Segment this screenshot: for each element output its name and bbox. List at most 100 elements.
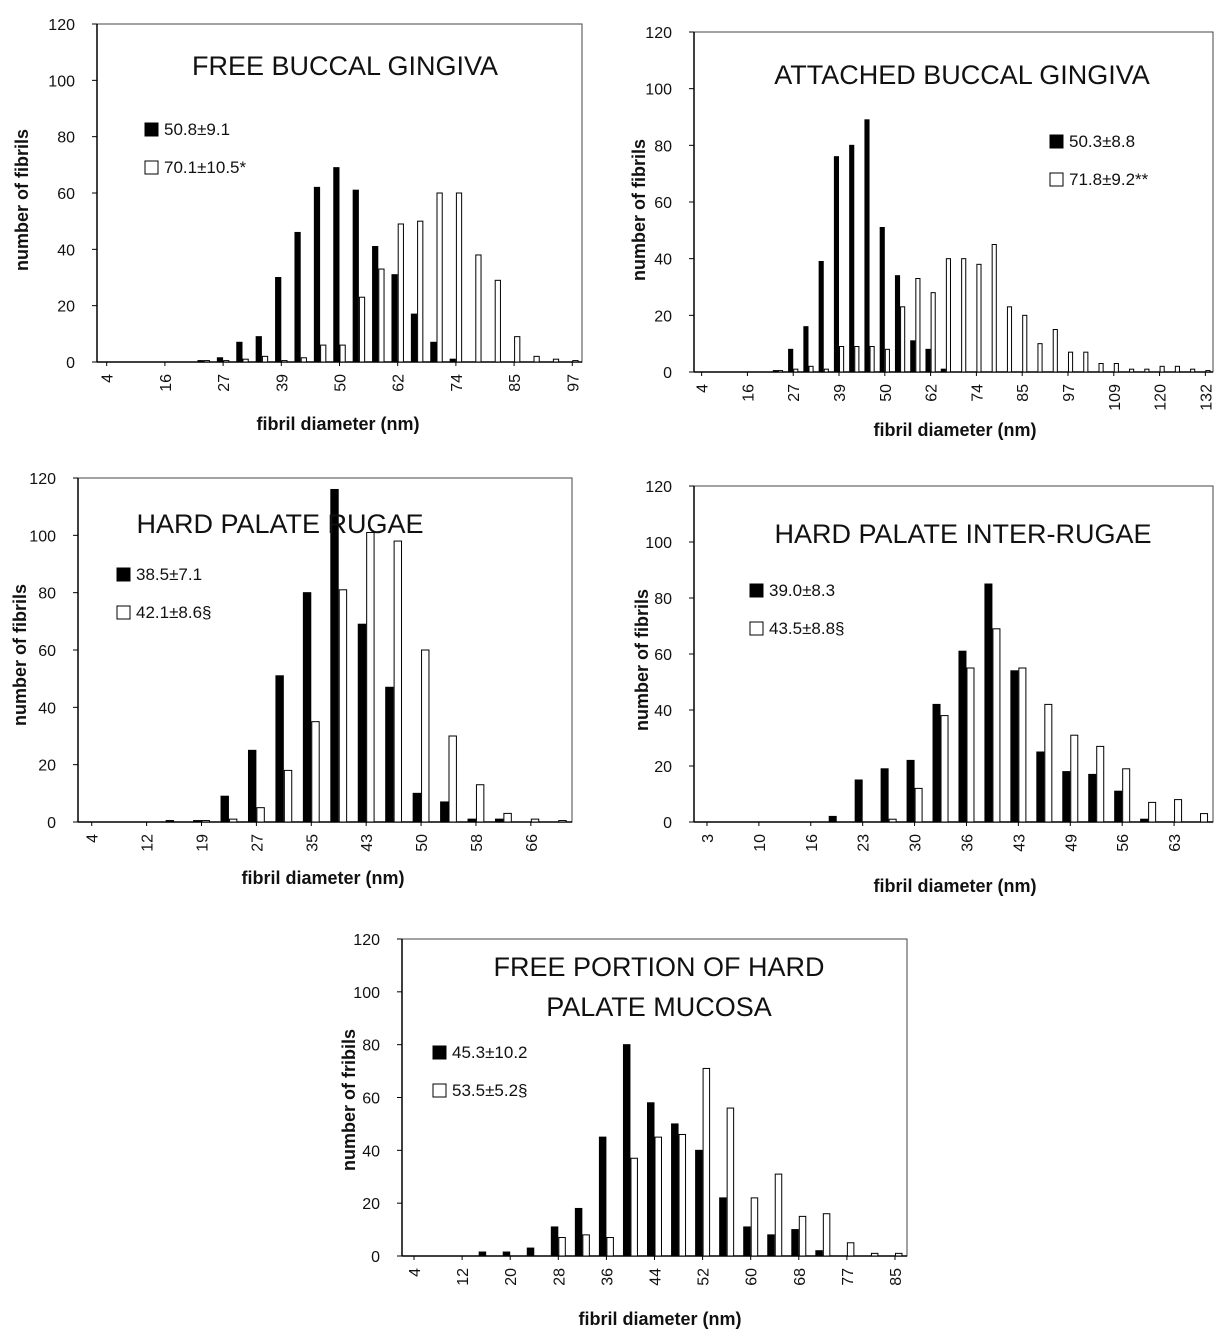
bar-open-66: [417, 220, 424, 363]
y-tick-label: 80: [57, 130, 75, 147]
bar-filled-39: [330, 488, 339, 823]
x-tick-label: 50: [414, 834, 431, 852]
bar-open-132: [1205, 370, 1211, 373]
y-tick-label: 120: [353, 932, 380, 949]
chart-panel-2: 0 20 40 60 80 100 120 4 16 27 39 50 62 74 85 97 109 120 13…: [629, 25, 1215, 440]
x-tick-label: 58: [469, 834, 486, 852]
bar-filled-62: [925, 348, 931, 373]
legend-swatch: [116, 605, 131, 620]
bar-filled-23: [220, 795, 229, 823]
bar-filled-54: [894, 275, 901, 373]
y-tick-label: 120: [48, 17, 75, 34]
bar-open-46: [1044, 703, 1053, 823]
x-tick-label: 4: [407, 1268, 424, 1277]
legend-label: 53.5±5.2§: [452, 1081, 528, 1100]
y-tick-label: 20: [654, 759, 672, 776]
x-axis-label: fibril diameter (nm): [873, 420, 1036, 440]
legend-swatch: [144, 160, 159, 175]
x-tick-label: 23: [856, 834, 873, 852]
y-tick-label: 0: [663, 815, 672, 832]
x-tick-label: 30: [908, 834, 925, 852]
bar-open-53: [1096, 745, 1105, 823]
bar-open-70: [436, 192, 443, 363]
x-tick-label: 4: [85, 834, 102, 843]
y-tick-label: 60: [57, 186, 75, 203]
x-tick-label: 60: [744, 1268, 761, 1286]
y-tick-label: 20: [654, 308, 672, 325]
x-tick-label: 12: [140, 834, 157, 852]
x-tick-label: 28: [551, 1268, 568, 1286]
y-axis-label: number of fibrils: [629, 139, 649, 281]
y-tick-label: 20: [38, 758, 56, 775]
bar-open-81: [494, 279, 501, 363]
bar-filled-31: [803, 326, 809, 373]
bar-open-35: [823, 368, 829, 373]
x-tick-label: 36: [959, 834, 976, 852]
x-axis-label: fibril diameter (nm): [256, 414, 419, 434]
y-tick-label: 80: [38, 586, 56, 603]
bar-open-36: [966, 667, 975, 823]
bar-open-58: [915, 278, 921, 373]
bar-filled-39: [833, 156, 840, 373]
bar-open-36: [606, 1237, 614, 1257]
bar-open-56: [1122, 768, 1131, 823]
x-tick-label: 43: [1011, 834, 1028, 852]
y-tick-label: 0: [66, 355, 75, 372]
bar-open-23: [777, 370, 784, 373]
bar-open-120: [1159, 365, 1165, 373]
bar-open-32: [582, 1234, 590, 1257]
x-tick-label: 27: [786, 384, 803, 402]
bar-open-31: [808, 365, 814, 373]
legend-label: 45.3±10.2: [452, 1043, 528, 1062]
bar-open-58: [475, 784, 485, 823]
bar-open-93: [552, 358, 560, 363]
bar-open-43: [1018, 667, 1027, 823]
x-tick-label: 27: [216, 374, 233, 392]
bar-open-62: [397, 223, 404, 363]
bar-filled-58: [467, 818, 476, 823]
y-tick-label: 40: [38, 700, 56, 717]
bar-filled-35: [818, 261, 824, 373]
legend-label: 70.1±10.5*: [164, 158, 247, 177]
legend-swatch: [144, 122, 159, 137]
y-tick-label: 0: [371, 1249, 380, 1266]
chart-title: ATTACHED BUCCAL GINGIVA: [774, 60, 1150, 90]
bar-filled-58: [910, 340, 916, 373]
bar-open-28: [558, 1237, 566, 1257]
bar-open-56: [726, 1107, 735, 1257]
bar-filled-43: [357, 623, 367, 823]
x-tick-label: 85: [888, 1268, 905, 1286]
bar-open-113: [1129, 368, 1135, 373]
y-tick-label: 80: [362, 1038, 380, 1055]
bar-filled-62: [494, 818, 504, 823]
bar-filled-16: [165, 820, 175, 823]
y-tick-label: 60: [362, 1091, 380, 1108]
bar-open-33: [940, 715, 949, 823]
legend-label: 71.8±9.2**: [1069, 170, 1149, 189]
bar-open-74: [455, 192, 463, 363]
bar-filled-44: [647, 1102, 655, 1257]
y-axis-label: number of fibrils: [632, 589, 652, 731]
x-tick-label: 16: [804, 834, 821, 852]
chart-title: HARD PALATE INTER-RUGAE: [774, 519, 1151, 549]
x-tick-label: 50: [878, 384, 895, 402]
x-axis-label: fibril diameter (nm): [578, 1309, 741, 1329]
legend-label: 50.3±8.8: [1069, 132, 1135, 151]
x-tick-label: 62: [391, 374, 408, 392]
bar-filled-36: [958, 650, 967, 823]
y-tick-label: 0: [47, 815, 56, 832]
bar-open-89: [533, 355, 540, 363]
chart-title: FREE PORTION OF HARD: [493, 952, 824, 982]
y-axis-label: number of fibrils: [12, 129, 32, 271]
bar-open-27: [223, 360, 230, 363]
x-tick-label: 10: [752, 834, 769, 852]
bar-open-50: [421, 649, 430, 823]
y-tick-label: 20: [362, 1196, 380, 1213]
bar-filled-40: [984, 583, 993, 823]
bar-open-62: [930, 292, 936, 373]
bar-filled-39: [275, 277, 282, 363]
bar-open-27: [256, 807, 265, 823]
y-tick-label: 120: [645, 479, 672, 496]
bar-filled-20: [502, 1251, 511, 1257]
bar-open-49: [1070, 734, 1079, 823]
